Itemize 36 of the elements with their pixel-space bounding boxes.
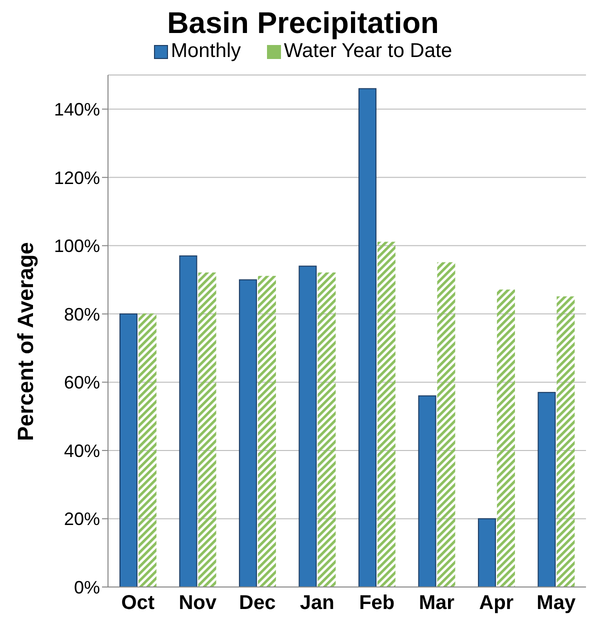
bar: [437, 262, 456, 587]
y-tick-label: 120%: [54, 168, 100, 188]
y-tick-label: 80%: [64, 304, 100, 324]
bar: [198, 272, 216, 587]
x-tick-label: Jan: [300, 592, 334, 614]
bar: [238, 279, 257, 587]
y-axis-title: Percent of Average: [12, 242, 38, 441]
legend-label: Water Year to Date: [284, 40, 452, 63]
bar: [496, 290, 515, 587]
bar: [478, 518, 496, 587]
bar: [538, 392, 556, 587]
y-tick-label: 0%: [74, 577, 100, 598]
legend-label: Monthly: [170, 40, 241, 63]
bar: [318, 272, 336, 587]
bar: [298, 266, 317, 587]
y-tick-label: 60%: [64, 372, 100, 393]
y-tick-label: 20%: [64, 509, 100, 530]
bar: [377, 242, 396, 587]
x-tick-label: Oct: [121, 592, 155, 614]
chart-title: Basin Precipitation: [166, 7, 440, 40]
y-tick-label: 40%: [64, 440, 100, 461]
x-tick-label: Dec: [239, 592, 276, 614]
x-tick-label: Nov: [178, 592, 218, 614]
bar: [119, 313, 138, 587]
bar: [358, 88, 376, 587]
bar: [138, 313, 156, 587]
x-tick-label: Mar: [418, 592, 455, 614]
bar: [418, 395, 436, 587]
y-tick-label: 140%: [54, 100, 100, 120]
x-tick-label: Apr: [479, 592, 514, 614]
bar: [258, 276, 276, 587]
x-tick-label: Feb: [359, 592, 395, 614]
x-tick-label: May: [536, 592, 576, 614]
y-tick-label: 100%: [54, 236, 100, 256]
bar: [179, 255, 198, 587]
bar: [556, 296, 575, 587]
